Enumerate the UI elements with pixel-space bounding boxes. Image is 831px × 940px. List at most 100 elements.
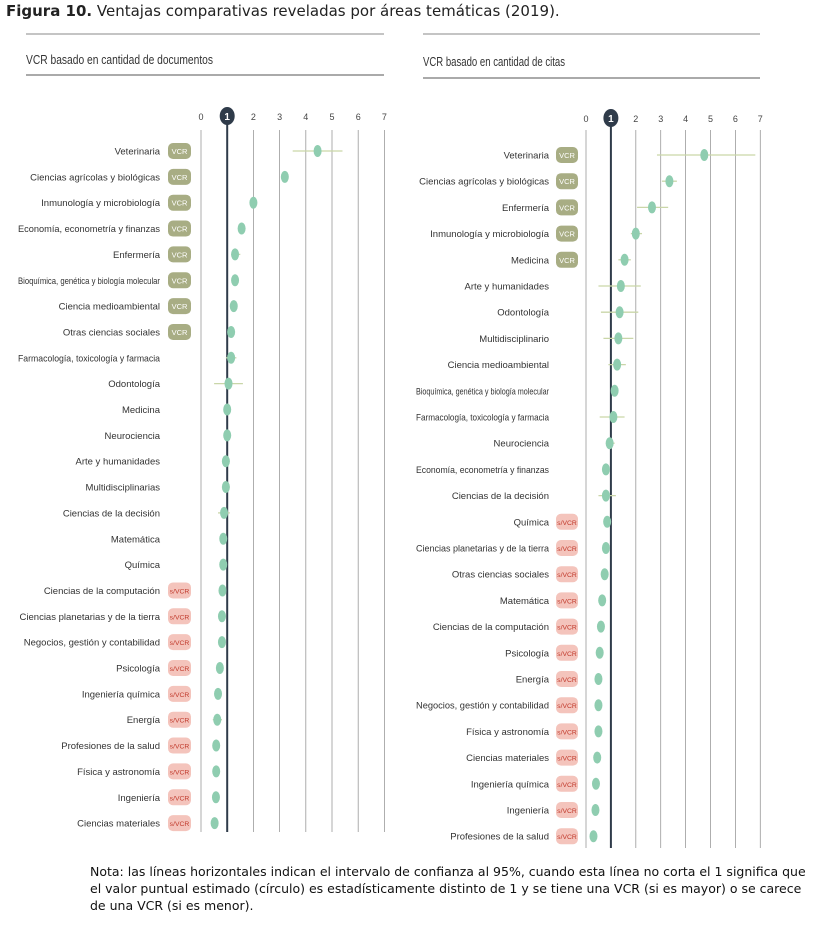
vcr-badge-label: VCR [172,147,188,156]
x-tick-label-3: 3 [658,114,663,124]
category-label: Arte y humanidades [76,457,161,468]
data-point [227,351,236,364]
chart-row: Farmacología, toxicología y farmacia [416,411,625,424]
svcr-badge-label: s/VCR [170,588,190,595]
data-point [594,699,603,712]
svcr-badge-label: s/VCR [557,756,577,763]
chart-row: Veterinaria VCR [115,143,343,159]
category-label: Ingeniería [118,793,161,804]
chart-row: Bioquímica, genética y biología molecula… [416,384,619,397]
category-label: Ciencia medioambiental [448,360,549,371]
data-point [620,253,629,266]
x-tick-label-0: 0 [198,112,203,122]
category-label: Ingeniería química [471,779,550,790]
category-label: Economía, econometría y finanzas [416,465,549,476]
category-label: Ciencias materiales [466,753,549,764]
svcr-badge [556,828,578,845]
category-label: Ciencias planetarias y de la tierra [416,544,550,555]
category-label: Enfermería [113,250,161,261]
svcr-badge-label: s/VCR [557,520,577,527]
x-tick-label-4: 4 [303,112,308,122]
chart-row: Ciencia medioambiental VCR [59,298,238,315]
svcr-badge-label: s/VCR [170,640,190,647]
data-point [647,201,656,214]
svcr-badge-label: s/VCR [557,782,577,789]
vcr-badge [168,168,191,185]
vcr-badge [168,323,191,340]
vcr-badge-label: VCR [172,302,188,311]
chart-row: Economía, econometría y finanzas VCR [18,220,246,237]
svcr-badge-label: s/VCR [170,821,190,828]
data-point [231,248,240,261]
svcr-badge-label: s/VCR [170,769,190,776]
svcr-badge [168,789,191,806]
chart-row: Odontología [497,306,639,319]
category-label: Arte y humanidades [465,282,550,293]
x-tick-label-0: 0 [583,114,588,124]
chart-row: Multidisciplinarias [86,481,230,494]
vcr-badge-label: VCR [172,199,188,208]
category-label: Ciencias agrícolas y biológicas [30,172,160,183]
category-label: Otras ciencias sociales [63,327,160,338]
x-tick-label-6: 6 [356,112,361,122]
svcr-badge [168,685,191,702]
category-label: Psicología [505,648,550,659]
category-label: Negocios, gestión y contabilidad [24,638,160,649]
x-tick-label-7: 7 [382,112,387,122]
data-point [313,145,322,157]
vcr-badge [168,143,191,159]
data-point [215,662,224,674]
category-label: Ciencias materiales [77,819,160,830]
chart-row: Arte y humanidades [76,455,230,468]
data-point [217,636,226,649]
category-label: Odontología [497,308,549,319]
svcr-badge-label: s/VCR [170,692,190,699]
svcr-badge [556,723,578,740]
data-point [605,437,614,450]
data-point [603,515,612,528]
figure-title: Figura 10. Ventajas comparativas revelad… [6,2,560,20]
chart-row: Matemática [111,532,228,545]
data-point [280,170,289,183]
chart-row: Arte y humanidades [465,280,641,293]
data-point [615,306,624,319]
chart-panel-1: VCR basado en cantidad de documentos 0 2 3 4… [18,33,387,832]
chart-row: Enfermería VCR [113,246,241,263]
reference-marker [219,107,235,125]
svcr-badge [168,634,191,651]
vcr-badge-label: VCR [559,230,575,239]
x-tick-label-5: 5 [708,114,713,124]
chart-row: Inmunología y microbiología VCR [430,225,643,242]
chart-row: Otras ciencias sociales s/VCR [452,566,609,583]
figure-note: Nota: las líneas horizontales indican el… [90,864,806,913]
category-label: Bioquímica, genética y biología molecula… [18,276,160,287]
data-point [601,542,610,554]
svcr-badge [556,802,578,818]
svcr-badge [168,582,191,599]
data-point [214,687,223,700]
data-point [220,506,229,519]
chart-row: Farmacología, toxicología y farmacia [18,351,237,364]
chart-row: Química s/VCR [514,513,612,530]
data-point [600,568,609,581]
figure-title-text: Ventajas comparativas reveladas por área… [96,2,560,20]
vcr-badge [168,272,191,289]
category-label: Inmunología y microbiología [430,229,550,240]
data-point [219,558,228,571]
chart-row: Ciencias de la decisión [63,506,230,519]
svcr-badge-label: s/VCR [170,744,190,751]
category-label: Multidisciplinario [479,334,549,345]
chart-row: Matemática s/VCR [500,592,607,609]
category-label: Farmacología, toxicología y farmacia [416,413,550,424]
data-point [219,532,228,545]
chart-row: Enfermería VCR [502,199,669,216]
category-label: Ciencias planetarias y de la tierra [20,612,161,623]
svcr-badge [168,737,191,754]
data-point [601,489,610,502]
vcr-badge [556,147,578,163]
vcr-badge-label: VCR [172,225,188,234]
chart-row: Psicología s/VCR [505,644,604,661]
svcr-badge-label: s/VCR [557,625,577,632]
svcr-badge [556,671,578,687]
category-label: Energía [516,675,550,686]
